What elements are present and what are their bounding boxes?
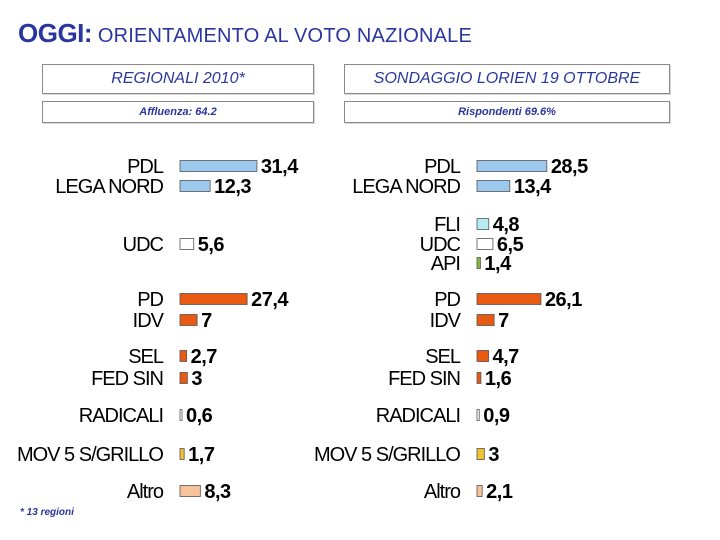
category-label-regionali-udc: UDC [123, 234, 164, 256]
bar-regionali-fed-sin [179, 372, 188, 384]
value-label-sondaggio-pdl: 28,5 [551, 156, 588, 178]
value-label-sondaggio-radicali: 0,9 [483, 405, 510, 427]
value-label-regionali-radicali: 0,6 [186, 405, 213, 427]
category-label-regionali-pd: PD [137, 289, 163, 311]
right-panel-subtitle: Rispondenti 69.6% [344, 101, 670, 123]
left-panel-subtitle: Affluenza: 64.2 [42, 101, 314, 123]
right-panel-title: SONDAGGIO LORIEN 19 OTTOBRE [344, 64, 670, 94]
bar-sondaggio-radicali [476, 409, 480, 421]
bar-regionali-mov-5-s-grillo [179, 448, 185, 460]
category-label-sondaggio-api: API [431, 253, 460, 275]
bar-sondaggio-fed-sin [476, 372, 482, 384]
value-label-sondaggio-lega-nord: 13,4 [514, 176, 552, 198]
category-label-regionali-mov-5-s-grillo: MOV 5 S/GRILLO [17, 444, 163, 466]
category-label-regionali-idv: IDV [133, 310, 165, 332]
bar-regionali-udc [179, 238, 195, 250]
value-label-regionali-lega-nord: 12,3 [214, 176, 251, 198]
category-label-sondaggio-fli: FLI [434, 214, 460, 236]
value-label-sondaggio-udc: 6,5 [497, 234, 524, 256]
value-label-regionali-idv: 7 [201, 310, 212, 332]
category-label-regionali-altro: Altro [127, 481, 164, 503]
value-label-regionali-mov-5-s-grillo: 1,7 [188, 444, 215, 466]
value-label-sondaggio-fli: 4,8 [493, 214, 520, 236]
title-strong: OGGI: [18, 18, 93, 48]
bar-sondaggio-sel [476, 350, 489, 362]
bar-regionali-radicali [179, 409, 183, 421]
category-label-sondaggio-pd: PD [434, 289, 460, 311]
category-label-sondaggio-mov-5-s-grillo: MOV 5 S/GRILLO [314, 444, 460, 466]
bar-sondaggio-idv [476, 314, 495, 326]
category-label-sondaggio-radicali: RADICALI [376, 405, 460, 427]
category-label-regionali-pdl: PDL [127, 156, 164, 178]
value-label-sondaggio-idv: 7 [498, 310, 509, 332]
bar-sondaggio-api [476, 257, 481, 269]
bar-regionali-idv [179, 314, 198, 326]
value-label-sondaggio-sel: 4,7 [493, 346, 520, 368]
value-label-sondaggio-fed-sin: 1,6 [485, 368, 512, 390]
value-label-regionali-pdl: 31,4 [261, 156, 299, 178]
category-label-sondaggio-udc: UDC [420, 234, 461, 256]
category-label-sondaggio-pdl: PDL [424, 156, 461, 178]
category-label-regionali-lega-nord: LEGA NORD [55, 176, 163, 198]
value-label-sondaggio-mov-5-s-grillo: 3 [488, 444, 499, 466]
page-title: OGGI: ORIENTAMENTO AL VOTO NAZIONALE [18, 18, 472, 49]
category-label-sondaggio-sel: SEL [425, 346, 461, 368]
value-label-regionali-udc: 5,6 [198, 234, 225, 256]
category-label-regionali-radicali: RADICALI [79, 405, 163, 427]
category-label-regionali-sel: SEL [128, 346, 164, 368]
value-label-regionali-altro: 8,3 [204, 481, 231, 503]
bar-regionali-pd [179, 293, 248, 305]
value-label-sondaggio-api: 1,4 [484, 253, 512, 275]
bar-sondaggio-pd [476, 293, 542, 305]
left-panel-title: REGIONALI 2010* [42, 64, 314, 94]
category-label-sondaggio-fed-sin: FED SIN [388, 368, 460, 390]
footnote: * 13 regioni [20, 507, 74, 518]
bar-sondaggio-mov-5-s-grillo [476, 448, 485, 460]
bar-regionali-lega-nord [179, 180, 211, 192]
bar-sondaggio-udc [476, 238, 494, 250]
bar-regionali-sel [179, 350, 188, 362]
value-label-regionali-fed-sin: 3 [191, 368, 202, 390]
category-label-sondaggio-idv: IDV [430, 310, 462, 332]
category-label-sondaggio-altro: Altro [424, 481, 461, 503]
bar-regionali-altro [179, 485, 201, 497]
value-label-sondaggio-pd: 26,1 [545, 289, 582, 311]
bar-regionali-pdl [179, 160, 258, 172]
title-rest: ORIENTAMENTO AL VOTO NAZIONALE [92, 25, 473, 47]
bar-sondaggio-fli [476, 218, 490, 230]
bar-sondaggio-lega-nord [476, 180, 511, 192]
bar-sondaggio-altro [476, 485, 483, 497]
category-label-sondaggio-lega-nord: LEGA NORD [352, 176, 460, 198]
value-label-regionali-pd: 27,4 [251, 289, 289, 311]
value-label-sondaggio-altro: 2,1 [486, 481, 513, 503]
bar-sondaggio-pdl [476, 160, 548, 172]
value-label-regionali-sel: 2,7 [191, 346, 218, 368]
category-label-regionali-fed-sin: FED SIN [91, 368, 163, 390]
